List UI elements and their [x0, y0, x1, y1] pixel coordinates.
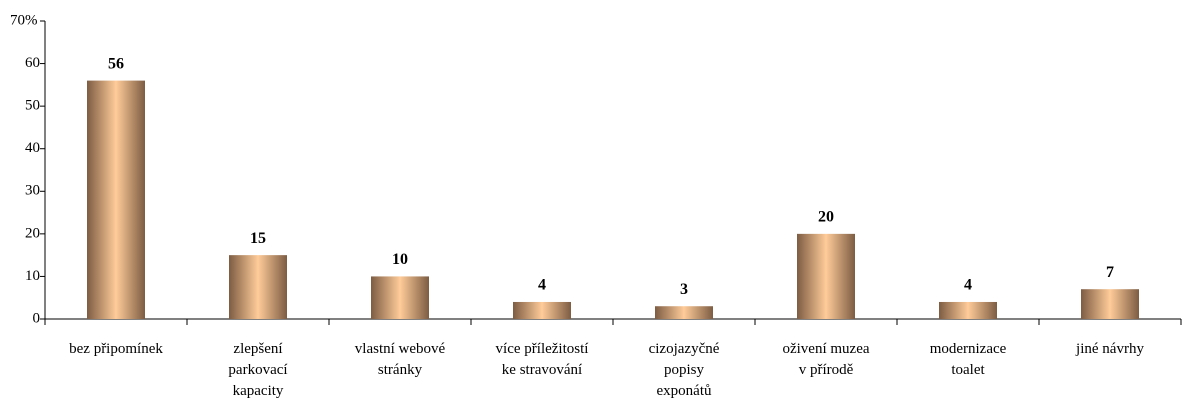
bar	[655, 306, 713, 319]
value-label: 4	[964, 277, 972, 294]
value-label: 56	[108, 55, 124, 72]
x-tick-label: modernizace toalet	[930, 341, 1007, 378]
x-tick-label: bez připomínek	[69, 341, 163, 357]
x-tick-label: cizojazyčné popisy exponátů	[649, 341, 720, 399]
bar	[87, 80, 145, 319]
y-tick-label: 70%	[10, 12, 38, 28]
x-tick-label: oživení muzea v přírodě	[782, 341, 869, 378]
bar	[371, 276, 429, 319]
bar	[797, 233, 855, 319]
value-label: 7	[1106, 264, 1114, 281]
y-tick-label: 20	[25, 225, 40, 241]
value-label: 4	[538, 277, 546, 294]
value-label: 10	[392, 251, 408, 268]
value-label: 20	[818, 209, 834, 226]
y-tick-label: 50	[25, 98, 40, 114]
y-tick-label: 10	[25, 268, 40, 284]
x-tick-label: vlastní webové stránky	[355, 341, 446, 378]
value-label: 3	[680, 281, 688, 298]
bar	[513, 301, 571, 319]
bar	[939, 301, 997, 319]
y-tick-label: 40	[25, 140, 40, 156]
bar	[229, 255, 287, 319]
x-tick-label: více příležitostí ke stravování	[496, 341, 589, 378]
x-tick-label: jiné návrhy	[1075, 341, 1144, 357]
y-tick-label: 30	[25, 183, 40, 199]
x-tick-label: zlepšení parkovací kapacity	[228, 341, 287, 399]
bar	[1081, 289, 1139, 319]
value-label: 15	[250, 230, 266, 247]
y-tick-label: 60	[25, 55, 40, 71]
y-tick-label: 0	[33, 310, 41, 326]
